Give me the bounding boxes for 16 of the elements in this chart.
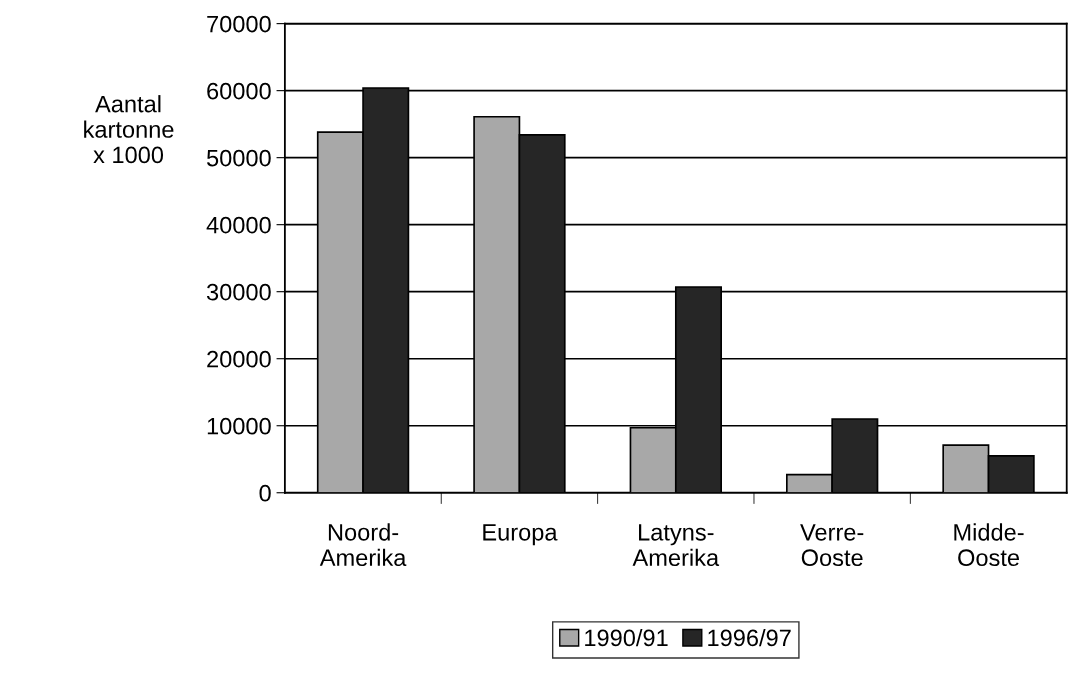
x-tick-label: Europa (483, 524, 558, 546)
y-tick-label: 70000 (207, 15, 271, 33)
y-tick-label: 60000 (207, 82, 271, 100)
y-tick-label: 10000 (207, 417, 271, 435)
y-axis-title: Aantal kartonne x 1000 (84, 95, 174, 164)
legend-label: 1990/91 (585, 628, 668, 647)
y-tick-label: 20000 (207, 350, 271, 368)
x-tick-label: Latyns- Amerika (632, 524, 720, 567)
y-tick-label: 40000 (206, 216, 271, 234)
x-tick-label: Verre- Ooste (800, 524, 864, 567)
x-tick-label: Midde- Ooste (954, 523, 1024, 567)
x-tick-label: Noord- Amerika (319, 523, 407, 567)
y-tick-label: 0 (259, 484, 271, 502)
legend-label: 1996/97 (708, 628, 791, 647)
y-tick-label: 30000 (206, 283, 271, 301)
y-tick-label: 50000 (206, 149, 271, 167)
